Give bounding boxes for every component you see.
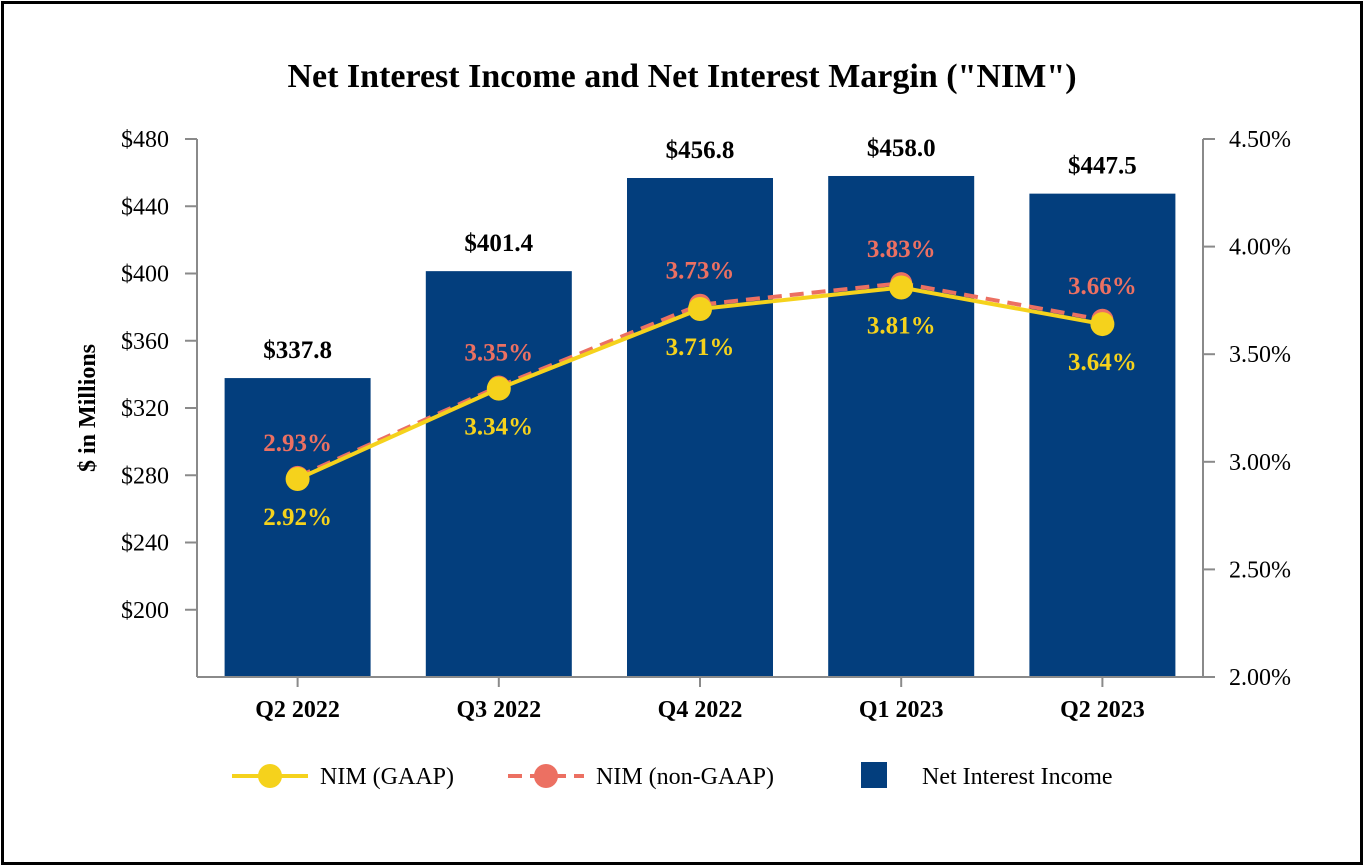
legend-bar-swatch: [861, 762, 887, 788]
right-tick-label-2: 3.00%: [1229, 450, 1291, 476]
nim-gaap-point-3: [889, 275, 914, 300]
left-tick-label-4: $360: [121, 329, 169, 355]
nim-gaap-label-1: 3.34%: [464, 414, 533, 441]
bar-0: [224, 378, 371, 677]
nim-non-gaap-line: [296, 281, 1103, 479]
nim-non-gaap-label-4: 3.66%: [1068, 273, 1137, 300]
nim-gaap-label-3: 3.81%: [867, 312, 936, 339]
nim-non-gaap-label-3: 3.83%: [867, 236, 936, 263]
x-tick-label-2: Q4 2022: [658, 697, 743, 723]
nim-non-gaap-label-0: 2.93%: [263, 430, 332, 457]
nim-gaap-point-2: [688, 297, 712, 322]
bar-value-label-0: $337.8: [263, 337, 332, 364]
legend-gaap-label: NIM (GAAP): [320, 764, 454, 790]
x-tick-label-1: Q3 2022: [456, 697, 541, 723]
left-tick-label-6: $440: [121, 194, 169, 220]
nim-gaap-label-2: 3.71%: [666, 334, 735, 361]
nim-non-gaap-label-1: 3.35%: [464, 339, 533, 366]
y-axis-label: $ in Millions: [75, 344, 101, 472]
bar-2: [627, 178, 773, 677]
x-tick-label-3: Q1 2023: [859, 697, 944, 723]
bar-value-label-2: $456.8: [666, 137, 735, 164]
left-tick-label-2: $280: [121, 463, 169, 489]
bar-value-label-1: $401.4: [464, 230, 533, 257]
right-tick-label-0: 2.00%: [1229, 665, 1291, 691]
x-tick-label-4: Q2 2023: [1060, 697, 1145, 723]
x-tick-label-0: Q2 2022: [255, 697, 340, 723]
right-tick-label-4: 4.00%: [1229, 235, 1291, 261]
nim-non-gaap-label-2: 3.73%: [666, 258, 735, 285]
nim-gaap-point-0: [285, 467, 310, 492]
right-tick-label-1: 2.50%: [1229, 557, 1291, 583]
bar-3: [828, 175, 975, 678]
nim-gaap-label-4: 3.64%: [1068, 349, 1137, 376]
legend-non-gaap-label: NIM (non-GAAP): [596, 764, 774, 790]
bar-4: [1029, 193, 1176, 677]
legend-bar-label: Net Interest Income: [922, 764, 1113, 790]
bar-value-label-3: $458.0: [867, 135, 936, 162]
right-tick-label-5: 4.50%: [1229, 127, 1291, 153]
legend-non-gaap-marker: [534, 764, 558, 788]
left-tick-label-3: $320: [121, 396, 169, 422]
bar-value-label-4: $447.5: [1068, 153, 1137, 180]
right-tick-label-3: 3.50%: [1229, 342, 1291, 368]
bar-1: [425, 271, 572, 677]
left-tick-label-0: $200: [121, 598, 169, 624]
left-tick-label-7: $480: [121, 127, 169, 153]
chart-title: Net Interest Income and Net Interest Mar…: [287, 58, 1077, 95]
legend-gaap-marker: [258, 764, 282, 788]
left-tick-label-5: $400: [121, 262, 169, 288]
nim-gaap-point-1: [486, 376, 511, 401]
nim-gaap-label-0: 2.92%: [263, 504, 332, 531]
nim-gaap-point-4: [1090, 312, 1115, 337]
left-tick-label-1: $240: [121, 531, 169, 557]
